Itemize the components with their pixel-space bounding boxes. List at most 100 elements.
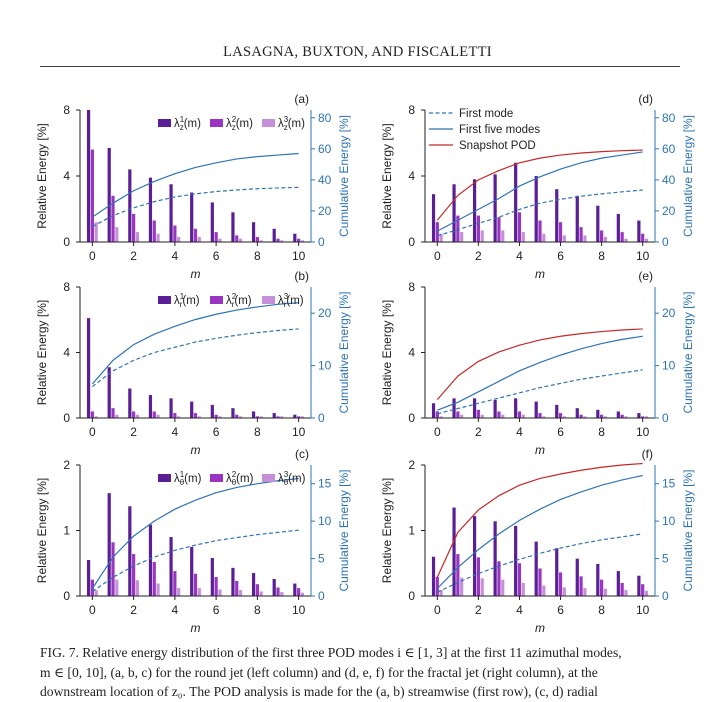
running-header: LASAGNA, BUXTON, AND FISCALETTI (223, 44, 492, 60)
y-axis-label-left: Relative Energy [%] (380, 300, 394, 405)
bar-lambda1 (555, 189, 559, 242)
bar-lambda1 (169, 398, 173, 418)
bar-lambda2 (476, 215, 480, 242)
bar-lambda2 (435, 577, 439, 596)
y-tick-label-right: 20 (662, 306, 676, 320)
legend-label-lambda1: λ1 z(m) (174, 115, 201, 132)
y-tick-label-left: 4 (408, 169, 415, 183)
curve-first-five-modes (91, 477, 299, 589)
y-axis-label-left: Relative Energy [%] (380, 123, 394, 228)
legend-label-lambda2: λ2 r(m) (226, 292, 252, 309)
x-tick-label: 0 (434, 603, 441, 617)
y-axis-label-right: Cumulative Energy [%] (681, 115, 695, 237)
bar-lambda1 (431, 403, 436, 418)
bar-lambda2 (620, 582, 624, 596)
x-tick-label: 10 (292, 249, 306, 263)
bar-lambda1 (293, 414, 297, 418)
bar-lambda3 (238, 416, 243, 418)
x-tick-label: 0 (89, 249, 96, 263)
bar-lambda3 (583, 588, 587, 596)
bar-lambda3 (259, 416, 263, 418)
bar-lambda3 (94, 590, 98, 596)
bar-lambda2 (132, 554, 136, 596)
bar-lambda1 (128, 169, 132, 242)
bar-lambda1 (169, 537, 173, 596)
x-tick-label: 0 (89, 425, 96, 439)
bar-lambda3 (624, 238, 628, 242)
bar-lambda1 (107, 493, 111, 596)
bar-lambda3 (624, 416, 628, 418)
bar-lambda1 (616, 571, 620, 596)
bar-lambda3 (521, 414, 525, 418)
y-tick-label-left: 8 (408, 103, 415, 117)
y-tick-label-left: 4 (63, 169, 70, 183)
legend-label-lambda2: λ2 z(m) (226, 115, 253, 132)
bar-lambda3 (94, 222, 98, 242)
panel-label: (b) (294, 269, 309, 283)
bar-lambda2 (255, 584, 259, 596)
bar-lambda2 (476, 409, 480, 418)
bar-lambda1 (169, 184, 173, 242)
bar-lambda2 (235, 580, 239, 596)
bar-lambda2 (620, 414, 624, 418)
bar-lambda3 (439, 590, 443, 596)
bar-lambda1 (190, 192, 194, 242)
y-axis-label-right: Cumulative Energy [%] (337, 291, 351, 413)
bar-lambda1 (231, 408, 235, 418)
header-rule (40, 66, 680, 67)
bar-lambda3 (644, 590, 649, 596)
bar-lambda2 (297, 416, 301, 418)
bar-lambda1 (86, 559, 91, 596)
bar-lambda1 (534, 541, 538, 596)
bar-lambda3 (238, 238, 243, 242)
bar-lambda3 (603, 416, 608, 418)
x-tick-label: 2 (475, 425, 482, 439)
bar-lambda1 (472, 516, 477, 596)
y-tick-label-right: 60 (662, 142, 676, 156)
bar-lambda2 (193, 573, 198, 596)
y-axis-label-left: Relative Energy [%] (35, 478, 49, 583)
x-tick-label: 0 (434, 249, 441, 263)
curve-first-mode (92, 328, 299, 388)
bar-lambda3 (177, 416, 181, 418)
bar-lambda3 (135, 414, 140, 418)
bar-lambda2 (641, 416, 645, 418)
y-tick-label-right: 10 (318, 359, 332, 373)
x-axis-label: m (535, 267, 545, 281)
x-tick-label: 2 (475, 249, 482, 263)
x-tick-label: 2 (130, 249, 137, 263)
y-axis-label-right: Cumulative Energy [%] (337, 115, 351, 237)
bar-lambda3 (197, 237, 201, 242)
bar-lambda1 (637, 575, 641, 596)
bar-lambda2 (579, 576, 583, 596)
bar-lambda2 (214, 577, 218, 596)
bar-lambda1 (210, 558, 214, 596)
panel-label: (f) (642, 447, 653, 461)
bar-lambda1 (452, 398, 456, 418)
y-tick-label-right: 0 (662, 235, 669, 249)
bar-lambda2 (600, 414, 604, 418)
y-tick-label-left: 8 (63, 103, 70, 117)
bar-lambda3 (259, 240, 263, 242)
x-tick-label: 6 (557, 603, 564, 617)
x-tick-label: 4 (516, 603, 523, 617)
y-axis-label-left: Relative Energy [%] (380, 478, 394, 583)
x-tick-label: 8 (598, 603, 605, 617)
bar-lambda1 (514, 162, 518, 242)
bar-lambda3 (218, 589, 222, 596)
bar-lambda1 (431, 556, 436, 596)
bar-lambda1 (107, 147, 111, 242)
bar-lambda3 (480, 578, 484, 596)
bar-lambda2 (558, 413, 563, 418)
bar-lambda1 (534, 401, 538, 419)
y-axis-label-left: Relative Energy [%] (35, 123, 49, 228)
x-tick-label: 8 (598, 249, 605, 263)
bar-lambda1 (472, 398, 477, 418)
x-tick-label: 2 (475, 603, 482, 617)
bar-lambda2 (517, 563, 522, 596)
bar-lambda2 (111, 195, 115, 242)
figure-caption: FIG. 7. Relative energy distribution of … (40, 643, 680, 702)
x-tick-label: 0 (434, 425, 441, 439)
caption-line: FIG. 7. Relative energy distribution of … (40, 645, 622, 660)
y-tick-label-left: 0 (63, 235, 70, 249)
